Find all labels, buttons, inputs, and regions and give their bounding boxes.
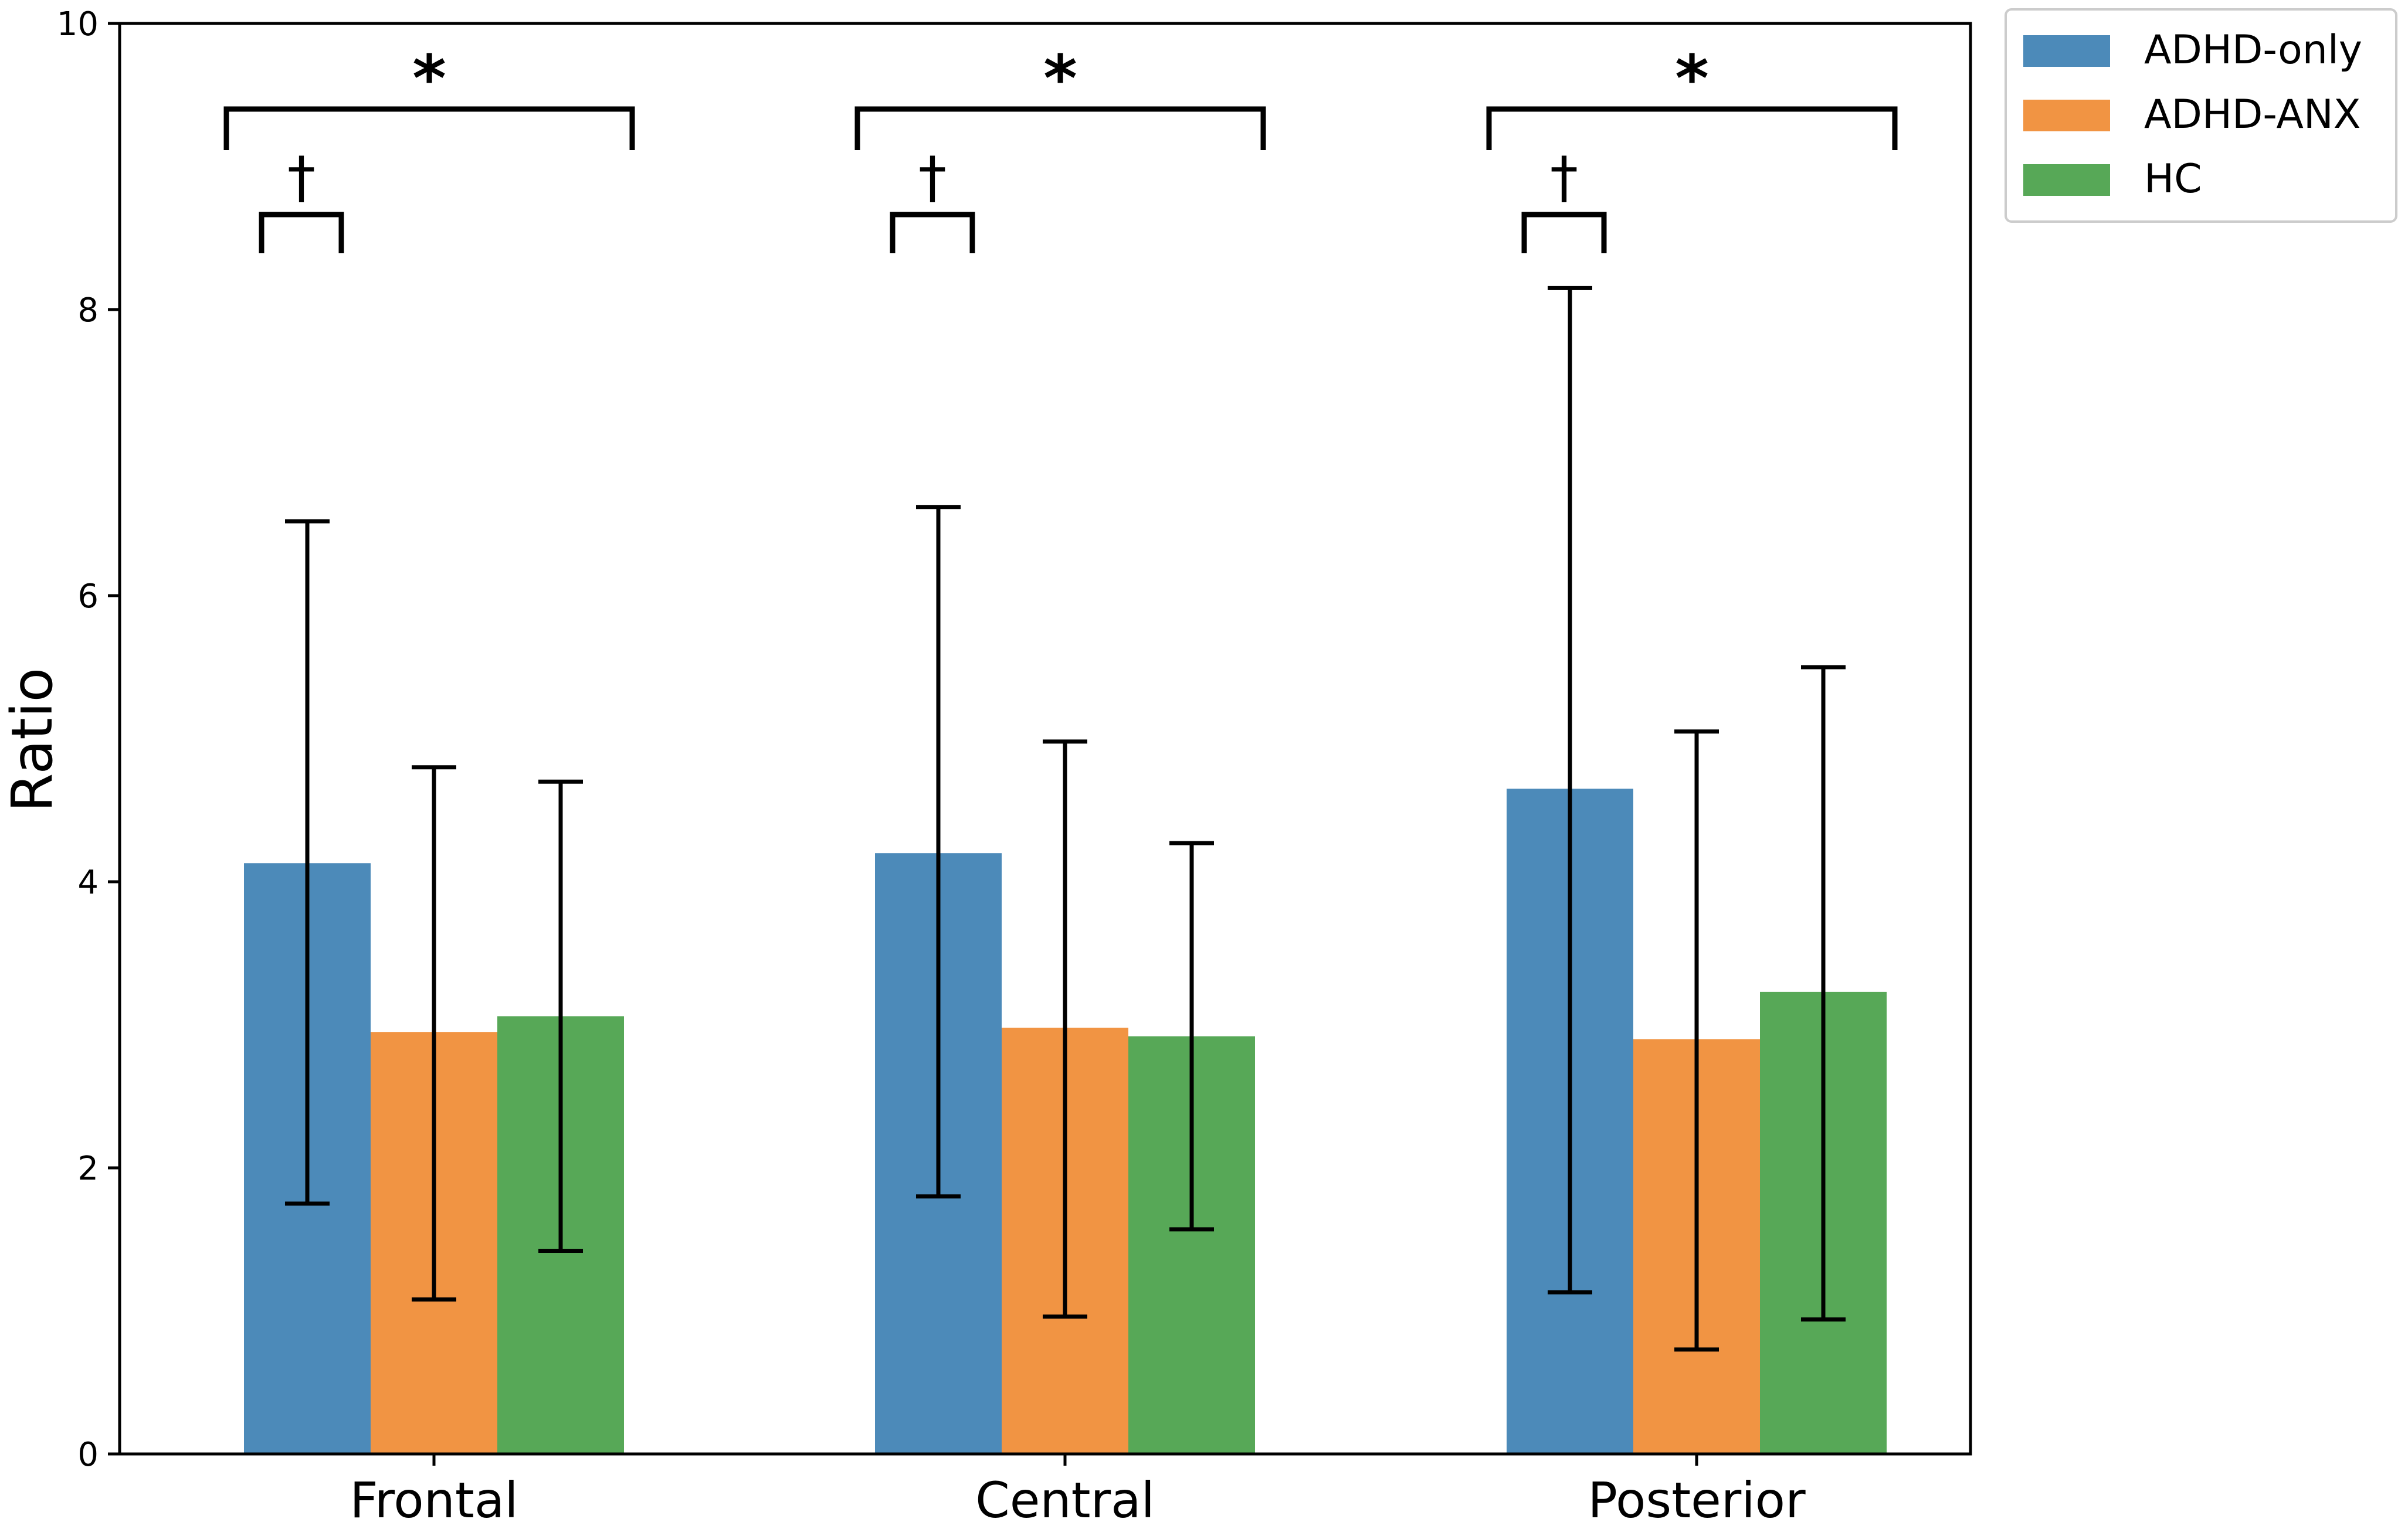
legend-swatch-ADHD-ANX — [2023, 100, 2110, 131]
legend-label-ADHD-ANX: ADHD-ANX — [2144, 91, 2360, 138]
y-axis-title: Ratio — [0, 668, 65, 812]
significance-symbol: † — [1550, 145, 1578, 210]
significance-bracket-Frontal-lower — [259, 212, 344, 253]
x-tick-label-Posterior: Posterior — [1588, 1472, 1806, 1529]
x-tick-label-Central: Central — [975, 1472, 1155, 1529]
significance-layer: * † * † * † — [223, 41, 1898, 253]
significance-bracket-Central-lower — [890, 212, 975, 253]
significance-symbol: * — [1043, 41, 1077, 116]
y-axis: 0 2 4 6 8 10 — [57, 5, 120, 1474]
significance-symbol: * — [412, 41, 446, 116]
y-tick-label: 10 — [57, 5, 99, 43]
legend-label-HC: HC — [2144, 156, 2202, 202]
significance-symbol: † — [287, 145, 316, 210]
significance-bracket-Frontal-upper — [223, 106, 635, 150]
y-tick-label: 2 — [77, 1150, 99, 1188]
legend-swatch-HC — [2023, 164, 2110, 196]
y-tick-label: 0 — [77, 1436, 99, 1474]
plot-frame — [118, 22, 1972, 1456]
y-tick-label: 6 — [77, 577, 99, 616]
legend-label-ADHD-only: ADHD-only — [2144, 27, 2362, 73]
legend-swatch-ADHD-only — [2023, 35, 2110, 67]
significance-bracket-Posterior-upper — [1486, 106, 1898, 150]
significance-bracket-Posterior-lower — [1521, 212, 1607, 253]
significance-symbol: * — [1675, 41, 1709, 116]
x-axis: Frontal Central Posterior — [350, 1454, 1806, 1529]
significance-bracket-Central-upper — [854, 106, 1266, 150]
error-bars-layer — [285, 286, 1846, 1352]
y-tick-label: 8 — [77, 291, 99, 329]
x-tick-label-Frontal: Frontal — [350, 1472, 518, 1529]
significance-symbol: † — [918, 145, 947, 210]
y-tick-label: 4 — [77, 864, 99, 902]
legend: ADHD-only ADHD-ANX HC — [2005, 8, 2397, 223]
